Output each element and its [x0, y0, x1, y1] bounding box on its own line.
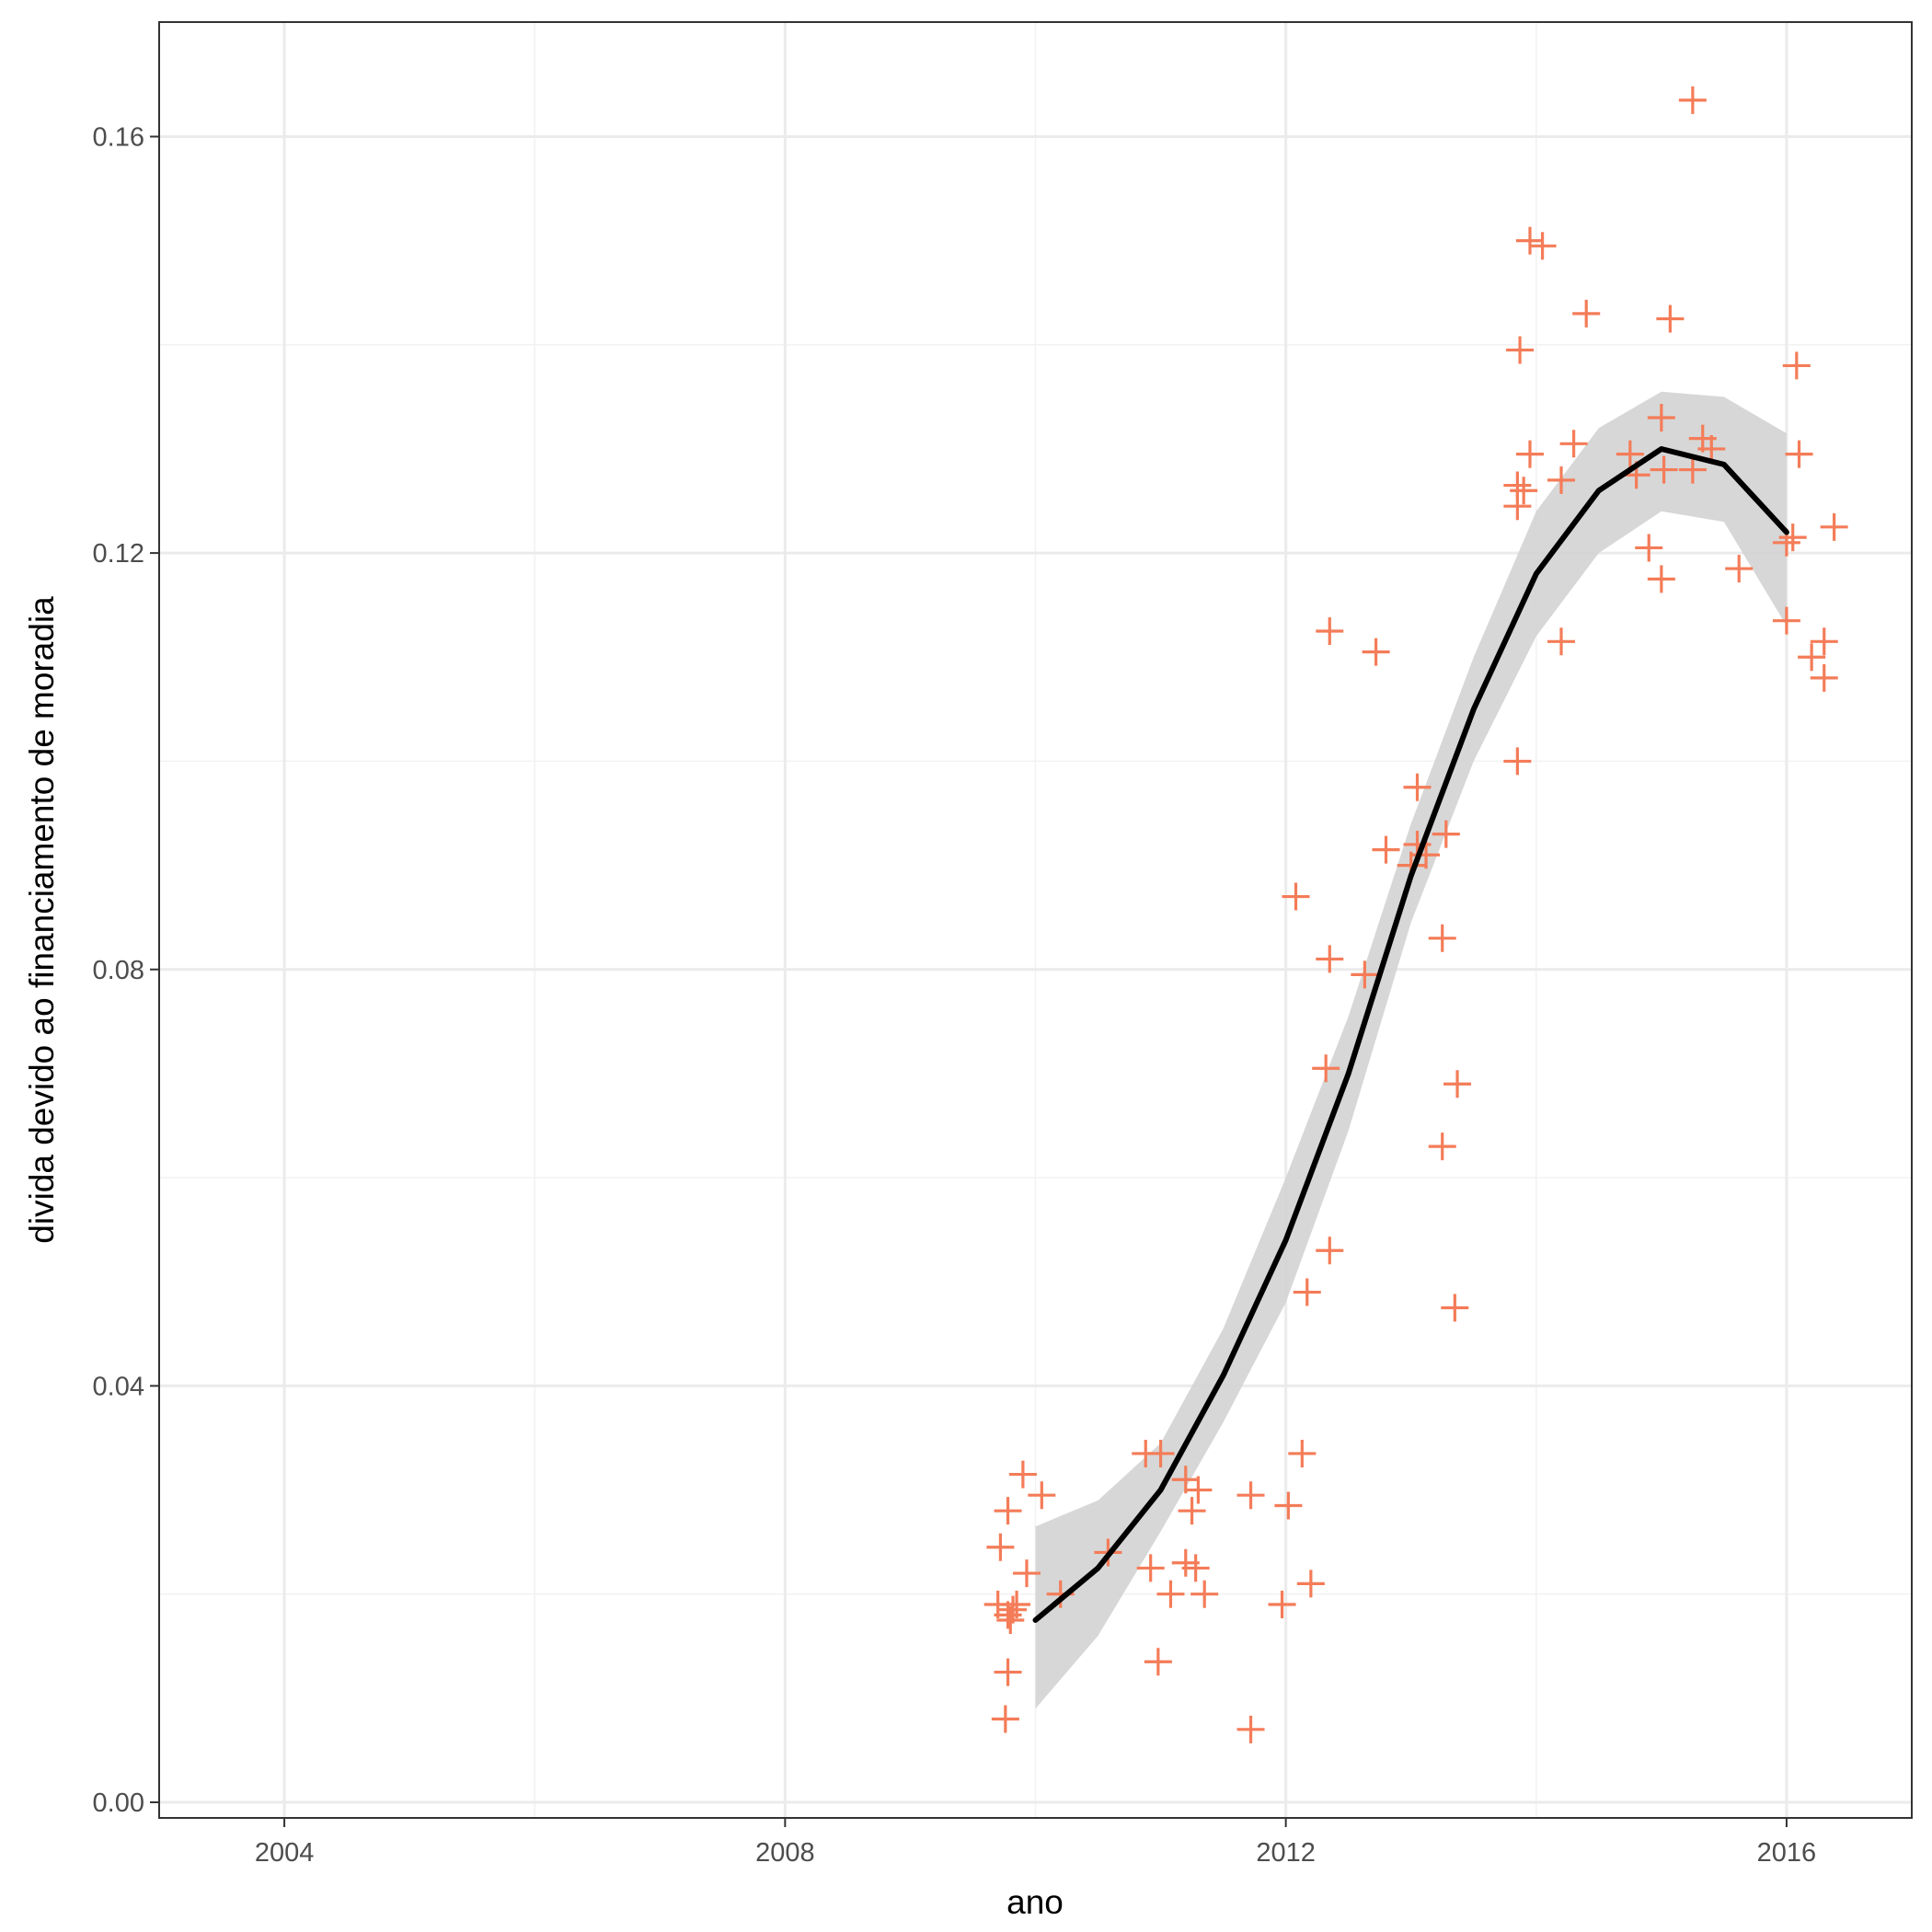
data-point	[1146, 1439, 1175, 1467]
data-point	[1810, 627, 1838, 656]
data-point	[1441, 1294, 1469, 1322]
data-point	[1362, 638, 1390, 666]
data-point	[1028, 1481, 1056, 1510]
data-point	[1403, 773, 1432, 801]
data-point	[1810, 663, 1838, 692]
data-point	[1515, 440, 1544, 468]
x-axis-ticks: 2004 2008 2012 2016	[255, 1818, 1816, 1868]
data-point	[1428, 924, 1456, 952]
y-tick-label: 0.12	[93, 539, 144, 569]
data-point	[1503, 471, 1532, 500]
minor-gridlines	[159, 22, 1912, 1818]
data-point	[1274, 1491, 1303, 1520]
data-point	[1547, 627, 1575, 656]
data-point	[1012, 1559, 1041, 1588]
data-point	[1156, 1580, 1185, 1608]
data-point	[1184, 1476, 1213, 1504]
data-point	[1656, 305, 1685, 333]
data-point	[1003, 1591, 1031, 1619]
data-point	[1288, 1439, 1317, 1467]
data-point	[1178, 1497, 1206, 1525]
data-point	[1616, 440, 1644, 468]
data-point	[1268, 1591, 1296, 1619]
y-tick-label: 0.04	[93, 1372, 144, 1401]
data-point	[1008, 1460, 1037, 1489]
data-point	[1697, 434, 1726, 463]
smooth-curve	[1032, 446, 1789, 1623]
data-point	[1506, 336, 1535, 364]
data-point	[991, 1705, 1019, 1733]
data-point	[1510, 477, 1538, 505]
data-point	[1503, 747, 1532, 776]
data-point	[999, 1595, 1028, 1624]
x-axis-title: ano	[1006, 1883, 1064, 1921]
data-point	[1282, 882, 1310, 911]
data-point	[1190, 1580, 1219, 1608]
y-tick-label: 0.08	[93, 956, 144, 985]
data-point	[1678, 86, 1707, 114]
data-point	[1647, 404, 1675, 432]
data-point	[1136, 1554, 1165, 1582]
data-point	[1647, 565, 1675, 593]
data-point	[1236, 1481, 1265, 1510]
data-point	[1316, 1236, 1344, 1265]
data-point	[1296, 1570, 1325, 1598]
x-tick-label: 2012	[1256, 1838, 1316, 1868]
data-point	[986, 1533, 1015, 1561]
data-point	[1559, 430, 1588, 458]
data-point	[1515, 226, 1544, 255]
data-point	[1316, 945, 1344, 973]
data-point	[1181, 1554, 1210, 1582]
data-point	[1820, 512, 1848, 541]
data-point	[1144, 1648, 1172, 1676]
data-point	[1528, 232, 1557, 260]
y-axis-ticks: 0.00 0.04 0.08 0.12 0.16	[93, 122, 159, 1818]
data-point	[1351, 960, 1379, 989]
data-point	[1293, 1278, 1321, 1306]
data-point	[1635, 534, 1663, 562]
data-point	[1785, 440, 1813, 468]
data-point	[1778, 523, 1807, 552]
data-point	[1432, 820, 1460, 848]
data-point	[1547, 466, 1575, 494]
y-tick-label: 0.00	[93, 1788, 144, 1818]
panel-border	[158, 21, 1913, 1819]
data-point	[1312, 1054, 1340, 1083]
x-tick-label: 2004	[255, 1838, 315, 1868]
data-point	[1428, 1133, 1456, 1161]
data-point	[994, 1497, 1022, 1525]
y-tick-label: 0.16	[93, 122, 144, 152]
data-points	[983, 86, 1848, 1743]
x-tick-label: 2008	[755, 1838, 815, 1868]
y-axis-title: divida devido ao financiamento de moradi…	[23, 596, 61, 1244]
major-gridlines	[159, 22, 1912, 1818]
x-tick-label: 2016	[1757, 1838, 1817, 1868]
data-point	[1372, 835, 1400, 864]
data-point	[994, 1658, 1022, 1686]
data-point	[1650, 455, 1678, 484]
data-point	[1772, 606, 1800, 635]
data-point	[1725, 555, 1754, 583]
data-point	[1572, 299, 1601, 328]
data-point	[1678, 455, 1707, 484]
data-point	[1798, 643, 1826, 672]
data-point	[1443, 1070, 1472, 1098]
data-point	[1236, 1715, 1265, 1743]
data-point	[1316, 616, 1344, 645]
data-point	[1782, 351, 1811, 380]
